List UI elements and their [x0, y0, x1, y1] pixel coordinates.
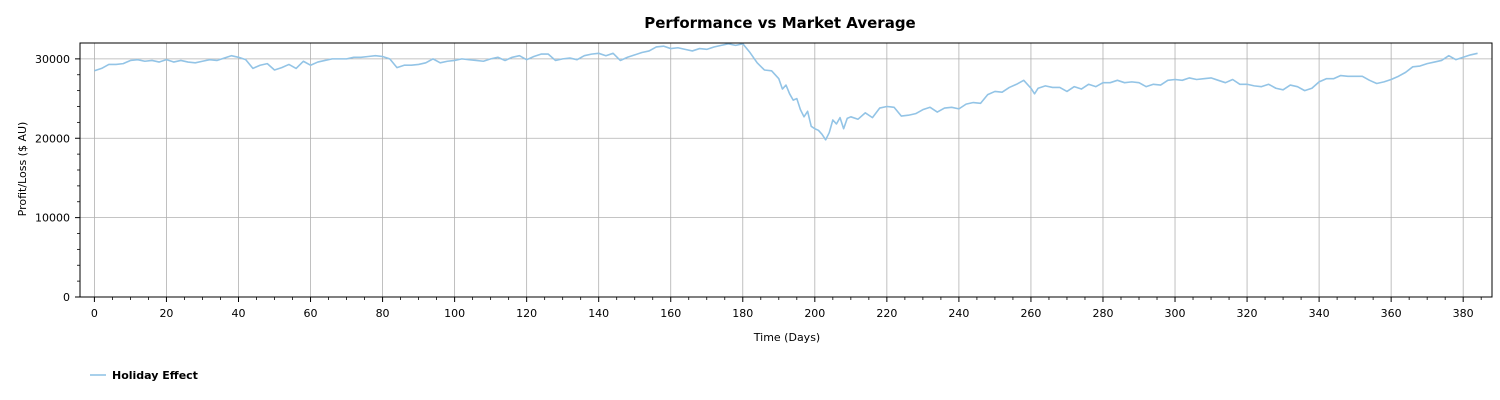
y-axis-ticks: 0 10000 20000 30000	[35, 53, 80, 304]
legend-label-holiday-effect: Holiday Effect	[112, 369, 198, 382]
x-tick-label: 60	[304, 307, 318, 320]
x-axis-label: Time (Days)	[753, 331, 820, 344]
y-axis-label: Profit/Loss ($ AU)	[16, 122, 29, 217]
x-tick-label: 140	[588, 307, 609, 320]
x-tick-label: 80	[376, 307, 390, 320]
plot-area-frame	[79, 42, 1493, 298]
x-tick-label: 380	[1453, 307, 1474, 320]
series-line-holiday-effect	[94, 42, 1478, 141]
x-tick-label: 220	[876, 307, 897, 320]
y-tick-label: 10000	[35, 212, 70, 225]
x-tick-label: 280	[1092, 307, 1113, 320]
minor-ticks	[77, 74, 1482, 300]
grid-lines	[80, 43, 1492, 298]
legend: Holiday Effect	[90, 369, 198, 382]
x-tick-label: 160	[660, 307, 681, 320]
x-tick-label: 20	[159, 307, 173, 320]
x-tick-label: 120	[516, 307, 537, 320]
x-tick-label: 320	[1237, 307, 1258, 320]
x-tick-label: 200	[804, 307, 825, 320]
series-lines	[94, 42, 1478, 141]
y-tick-label: 20000	[35, 132, 70, 145]
x-tick-label: 340	[1309, 307, 1330, 320]
x-tick-label: 100	[444, 307, 465, 320]
y-tick-label: 30000	[35, 53, 70, 66]
x-tick-label: 0	[91, 307, 98, 320]
x-tick-label: 180	[732, 307, 753, 320]
x-tick-label: 300	[1165, 307, 1186, 320]
x-tick-label: 240	[948, 307, 969, 320]
x-tick-label: 260	[1020, 307, 1041, 320]
x-tick-label: 360	[1381, 307, 1402, 320]
chart-title: Performance vs Market Average	[644, 14, 915, 32]
x-tick-label: 40	[231, 307, 245, 320]
x-axis-ticks: 0 20 40 60 80 100 120 140 160 180 200 220 240 260 280 3…	[91, 297, 1474, 320]
y-tick-label: 0	[63, 291, 70, 304]
